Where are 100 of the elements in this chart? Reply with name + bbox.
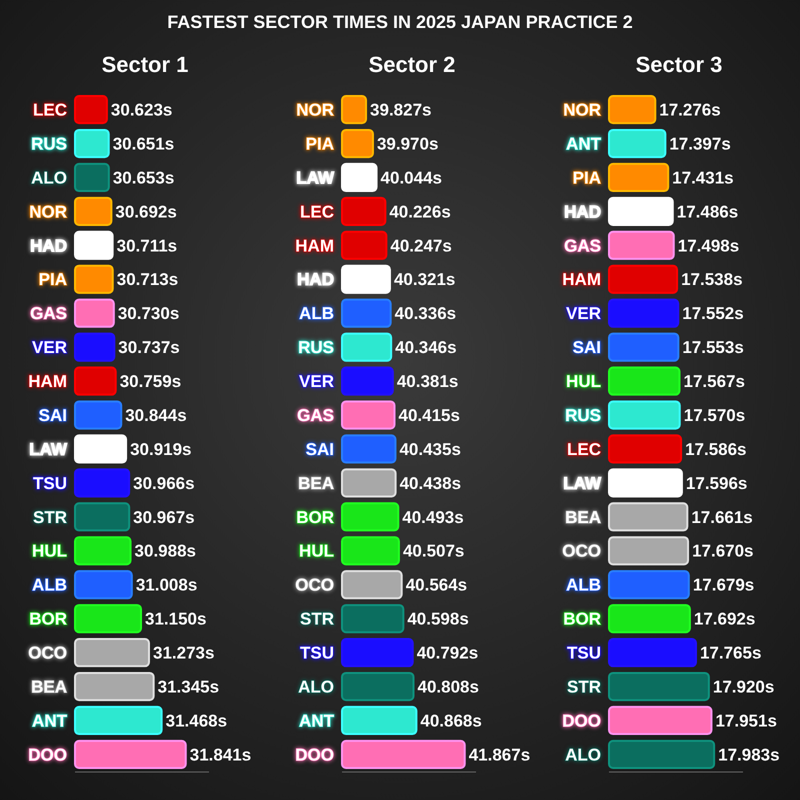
y-tick-label: PIA	[572, 168, 601, 188]
y-tick-label: ALO	[298, 677, 334, 696]
y-tick-label: HAM	[562, 270, 601, 290]
y-tick-label: TSU	[300, 644, 334, 663]
data-label: 17.983s	[718, 745, 780, 764]
y-tick-label: GAS	[297, 406, 334, 425]
y-tick-label: OCO	[562, 542, 601, 561]
y-tick-label: LEC	[567, 440, 601, 459]
data-label: 41.867s	[468, 745, 530, 764]
y-tick-label: HUL	[299, 542, 334, 561]
data-label: 17.538s	[681, 270, 743, 290]
y-tick-label: OCO	[28, 644, 67, 663]
data-label: 30.653s	[112, 168, 174, 188]
data-label: 40.435s	[399, 440, 461, 459]
y-tick-label: STR	[33, 508, 67, 527]
data-label: 17.679s	[692, 576, 754, 595]
y-tick-label: SAI	[306, 440, 334, 459]
data-label: 40.493s	[402, 508, 464, 527]
data-label: 17.276s	[659, 100, 721, 120]
data-label: 17.567s	[683, 372, 745, 392]
data-label: 17.670s	[692, 542, 754, 561]
data-label: 30.711s	[116, 236, 178, 256]
data-label: 17.498s	[678, 236, 740, 256]
y-tick-label: ANT	[32, 711, 68, 730]
y-tick-label: SAI	[572, 338, 601, 358]
data-label: 40.808s	[418, 677, 479, 696]
data-label: 40.598s	[407, 610, 469, 629]
y-tick-label: STR	[567, 677, 601, 696]
chart-title: Sector 2	[368, 52, 456, 77]
y-tick-label: HAM	[295, 236, 334, 256]
y-tick-label: STR	[300, 610, 334, 629]
y-tick-label: ALO	[565, 745, 601, 764]
data-label: 17.586s	[685, 440, 747, 459]
data-label: 17.431s	[672, 168, 734, 188]
data-label: 30.737s	[118, 338, 180, 358]
y-tick-label: ALB	[566, 576, 601, 595]
y-tick-label: VER	[32, 338, 67, 358]
y-tick-label: GAS	[564, 236, 601, 256]
data-label: 31.008s	[136, 576, 198, 595]
y-tick-label: NOR	[563, 100, 601, 120]
y-tick-label: HUL	[566, 372, 601, 392]
y-tick-label: NOR	[296, 100, 334, 120]
y-tick-label: TSU	[567, 644, 601, 663]
y-tick-label: HAD	[564, 202, 601, 222]
data-label: 40.792s	[416, 644, 478, 663]
data-label: 17.486s	[676, 202, 738, 222]
data-label: 31.468s	[166, 711, 228, 730]
y-tick-label: LEC	[300, 202, 334, 222]
data-label: 40.321s	[394, 270, 456, 290]
data-label: 31.345s	[158, 677, 220, 696]
y-tick-label: ANT	[299, 711, 335, 730]
y-tick-label: RUS	[298, 338, 334, 358]
data-label: 17.553s	[682, 338, 744, 358]
data-label: 40.247s	[390, 236, 452, 256]
data-label: 17.951s	[715, 711, 777, 730]
y-tick-label: DOO	[28, 745, 67, 764]
data-label: 31.150s	[145, 610, 206, 629]
data-label: 30.966s	[133, 474, 195, 493]
y-tick-label: RUS	[565, 406, 601, 425]
y-tick-label: ALO	[31, 168, 67, 188]
y-tick-label: TSU	[33, 474, 67, 493]
data-label: 40.346s	[395, 338, 457, 358]
y-tick-label: OCO	[295, 576, 334, 595]
y-tick-label: ANT	[566, 134, 602, 154]
y-tick-label: HAD	[297, 270, 334, 290]
data-label: 30.623s	[110, 100, 172, 120]
data-label: 17.765s	[700, 644, 762, 663]
y-tick-label: LAW	[563, 474, 602, 493]
y-tick-label: HAM	[28, 372, 67, 392]
data-label: 40.868s	[420, 711, 482, 730]
data-label: 17.552s	[682, 304, 744, 324]
data-label: 17.596s	[686, 474, 748, 493]
data-label: 39.970s	[376, 134, 438, 154]
y-tick-label: PIA	[306, 134, 334, 154]
data-label: 30.988s	[134, 542, 196, 561]
data-label: 39.827s	[370, 100, 432, 120]
y-tick-label: BEA	[565, 508, 601, 527]
chart-title: Sector 1	[102, 52, 188, 77]
chart-title: Sector 3	[636, 52, 722, 77]
data-label: 40.226s	[389, 202, 451, 222]
y-tick-label: ALB	[32, 576, 67, 595]
data-label: 40.438s	[400, 474, 462, 493]
data-label: 40.381s	[396, 372, 458, 392]
y-tick-label: VER	[299, 372, 334, 392]
text: FASTEST SECTOR TIMES IN 2025 JAPAN PRACTICE 2	[167, 12, 633, 32]
data-label: 17.692s	[694, 610, 756, 629]
y-tick-label: BOR	[29, 610, 67, 629]
data-label: 17.920s	[712, 677, 774, 696]
y-tick-label: HAD	[30, 236, 67, 256]
y-tick-label: LAW	[29, 440, 68, 459]
data-label: 17.570s	[684, 406, 746, 425]
data-label: 40.564s	[406, 576, 468, 595]
data-label: 30.692s	[115, 202, 177, 222]
data-label: 30.967s	[133, 508, 195, 527]
data-label: 40.415s	[398, 406, 460, 425]
y-tick-label: LEC	[33, 100, 67, 120]
y-tick-label: VER	[566, 304, 601, 324]
data-label: 30.651s	[112, 134, 174, 154]
y-tick-label: GAS	[30, 304, 67, 324]
y-tick-label: ALB	[299, 304, 334, 324]
